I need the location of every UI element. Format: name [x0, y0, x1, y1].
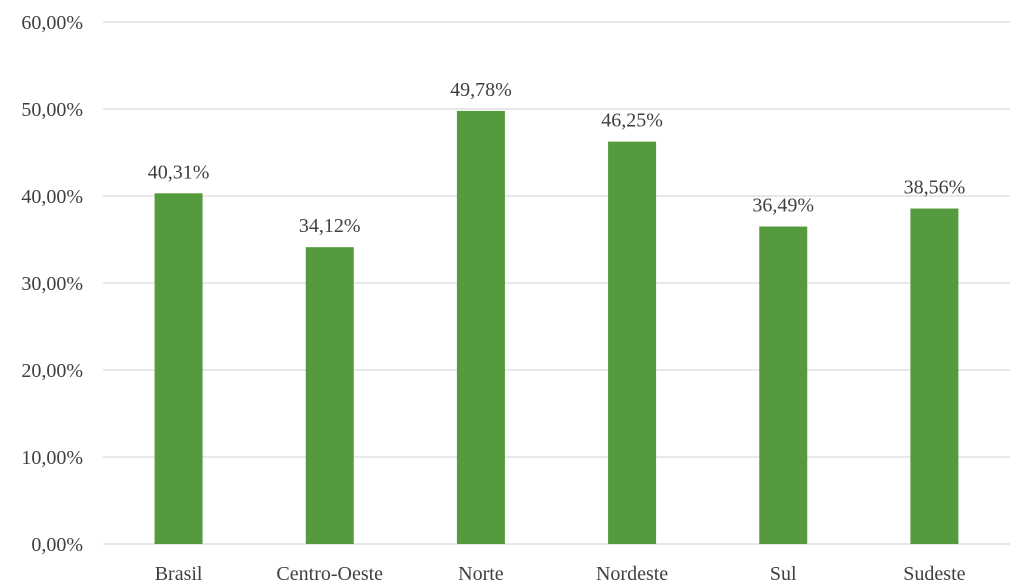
data-label: 46,25%	[601, 110, 663, 132]
y-tick-label: 50,00%	[21, 99, 83, 121]
x-category-label: Nordeste	[596, 563, 668, 582]
x-category-label: Norte	[458, 563, 504, 582]
bar	[154, 193, 203, 545]
data-label: 36,49%	[752, 195, 814, 217]
data-labels: 40,31% 34,12% 49,78% 46,25% 36,49% 38,56%	[148, 79, 966, 237]
bar	[456, 110, 505, 544]
x-category-label: Centro-Oeste	[276, 563, 383, 582]
y-tick-label: 10,00%	[21, 447, 83, 469]
bar	[910, 208, 959, 544]
data-label: 34,12%	[299, 215, 361, 237]
data-label: 38,56%	[904, 177, 966, 199]
y-tick-label: 0,00%	[31, 534, 83, 556]
x-category-label: Sudeste	[903, 563, 965, 582]
bars	[154, 110, 959, 545]
x-category-label: Sul	[770, 563, 797, 582]
y-tick-label: 30,00%	[21, 273, 83, 295]
y-axis-tick-labels: 0,00% 10,00% 20,00% 30,00% 40,00% 50,00% 60,00…	[21, 12, 83, 556]
x-category-label: Brasil	[155, 563, 203, 582]
bar	[759, 226, 808, 545]
bar	[608, 141, 657, 544]
y-tick-label: 40,00%	[21, 186, 83, 208]
data-label: 40,31%	[148, 161, 210, 183]
y-tick-label: 20,00%	[21, 360, 83, 382]
y-tick-label: 60,00%	[21, 12, 83, 34]
data-label: 49,78%	[450, 79, 512, 101]
bar	[305, 247, 354, 544]
gridlines	[103, 21, 1010, 545]
x-axis-category-labels: Brasil Centro-Oeste Norte Nordeste Sul Sudest…	[155, 563, 966, 582]
